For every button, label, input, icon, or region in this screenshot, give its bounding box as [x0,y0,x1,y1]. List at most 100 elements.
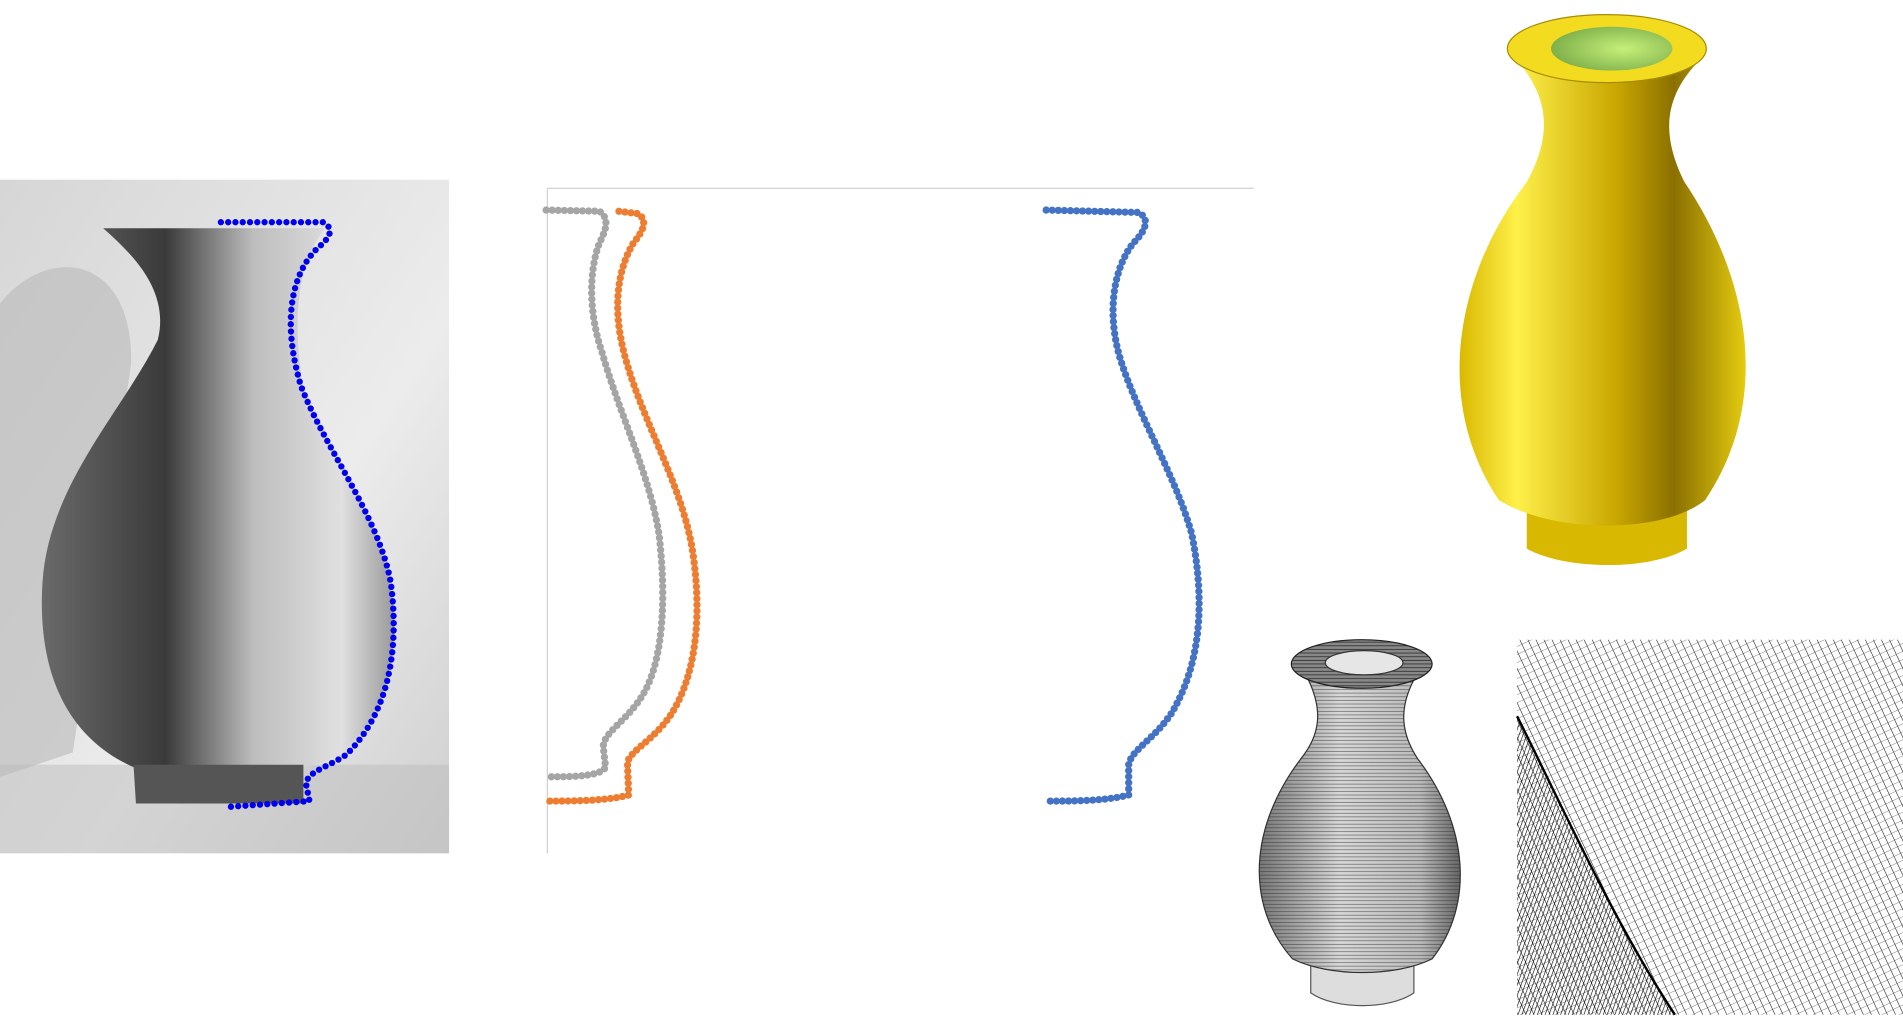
profile-dot [1112,275,1121,284]
profile-dot [601,735,610,743]
profile-dot [652,655,661,663]
profile-dot [1125,767,1133,775]
profile-dot [553,773,562,781]
profile-dot [285,799,293,806]
profile-dot [593,331,601,339]
profile-dot [678,690,686,698]
profile-dot [289,342,296,350]
profile-dot [616,328,624,336]
profile-dot [627,209,635,217]
profile-dot [1185,521,1193,530]
profile-dot [623,423,632,431]
profile-dot [1195,599,1203,608]
profile-dot [235,803,242,810]
profile-dot [590,259,598,267]
profile-dot [1165,470,1174,479]
profile-dot [1125,785,1133,793]
profile-dot [570,797,578,805]
profile-dot [692,631,700,639]
profile-dot [1187,527,1195,535]
profile-dot [256,801,264,808]
profile-dot [591,253,599,261]
profile-dot [630,440,638,449]
profile-dot [655,534,664,542]
profile-dot [301,392,308,399]
profile-dot [364,724,371,731]
profile-dot [1127,208,1135,216]
profile-dot [614,316,622,324]
profile-dot [1114,347,1122,356]
profile-dot [242,802,249,809]
profile-dot [390,605,397,612]
profile-dot [334,456,341,464]
profile-dot [1148,432,1156,440]
profile-dot [374,534,381,542]
profile-dot [626,245,634,253]
profile-dot [352,488,359,496]
profile-dot [680,511,688,519]
profile-dot [686,534,694,543]
profile-dot [640,219,648,227]
profile-dot [655,643,663,651]
profile-dot [614,304,622,312]
profile-dot [658,564,666,572]
profile-dot [1070,797,1079,805]
profile-dot [338,463,345,470]
profile-dot [1193,563,1201,571]
profile-dot [691,637,699,645]
profile-dot [294,371,301,378]
profile-dot [621,256,629,265]
dot-group [1042,206,1203,805]
profile-dot [656,540,664,548]
profile-dot [1145,426,1154,435]
profile-dot [682,517,690,525]
profile-dot [1140,415,1148,424]
profile-dot [588,271,597,279]
profile-dot [588,277,596,285]
profile-dot [668,476,677,485]
profile-dot [356,736,363,743]
profile-dot [1054,206,1062,215]
profile-dot [368,718,375,725]
sketch-foot [133,764,304,804]
profile-dot [584,771,592,779]
profile-dot [1158,454,1166,462]
profile-dot [383,562,390,569]
profile-dot [1153,443,1161,451]
profile-dot [685,528,693,537]
profile-dot [607,377,615,386]
wireframe-vase [1258,639,1461,1007]
profile-dot [599,230,608,238]
profile-dot [621,418,630,426]
profile-dot [312,246,319,254]
profile-dot [1141,222,1149,231]
profile-dot [1194,624,1202,632]
profile-dot [1072,207,1081,215]
profile-dot [1195,587,1203,595]
profile-dot [1103,208,1111,216]
profile-dot [680,684,688,692]
profile-dot [1143,421,1151,429]
profile-dot [1180,683,1189,691]
profile-dot [1188,659,1196,668]
profile-dot [1113,341,1121,350]
profile-dot [388,590,396,598]
profile-dot [1188,533,1197,541]
profile-dot [1052,797,1061,805]
profile-dot [324,437,331,445]
profile-dot [638,213,646,221]
profile-dot [327,444,334,451]
profile-dot [1113,793,1121,802]
profile-dot [1058,797,1067,805]
profile-dot [582,796,590,805]
profile-dot [615,322,623,330]
profile-dot [692,625,700,633]
profile-dot [554,206,562,214]
profile-dot [628,375,636,383]
profile-dot [689,552,697,561]
mesh-edge [1515,715,1676,1016]
profile-dot [1179,504,1188,512]
profile-dot [619,412,627,420]
profile-dot [693,595,701,603]
